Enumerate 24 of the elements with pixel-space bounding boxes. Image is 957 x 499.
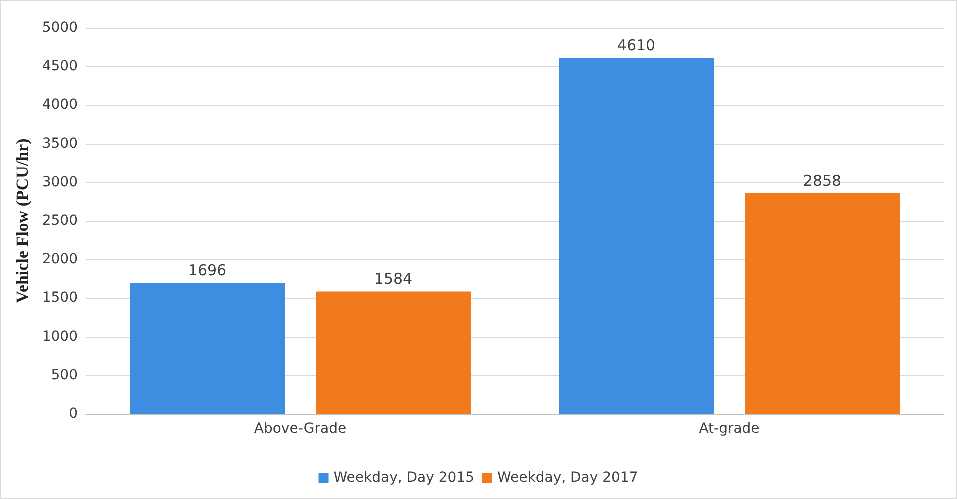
data-label: 1584: [374, 270, 413, 288]
data-label: 2858: [803, 172, 842, 190]
y-tick-label: 1000: [42, 328, 78, 345]
legend-label: Weekday, Day 2017: [498, 470, 638, 486]
y-tick-label: 4000: [42, 97, 78, 114]
x-tick-label: Above-Grade: [254, 421, 347, 437]
bar: [316, 292, 471, 414]
y-tick-label: 500: [51, 367, 78, 384]
data-label: 1696: [188, 262, 227, 280]
y-tick-label: 3500: [42, 136, 78, 152]
bar: [745, 193, 900, 414]
bar: [130, 283, 285, 414]
x-tick-label: At-grade: [699, 421, 760, 437]
y-axis-title: Vehicle Flow (PCU/hr): [13, 138, 32, 304]
y-tick-label: 2500: [42, 213, 78, 229]
y-tick-label: 0: [69, 406, 78, 422]
y-tick-label: 3000: [42, 174, 78, 190]
bar: [559, 58, 714, 414]
y-tick-label: 4500: [42, 58, 78, 75]
y-tick-label: 2000: [42, 252, 78, 268]
legend-label: Weekday, Day 2015: [334, 470, 475, 486]
y-tick-label: 5000: [42, 20, 78, 36]
data-label: 4610: [617, 36, 656, 55]
y-tick-label: 1500: [42, 290, 78, 306]
